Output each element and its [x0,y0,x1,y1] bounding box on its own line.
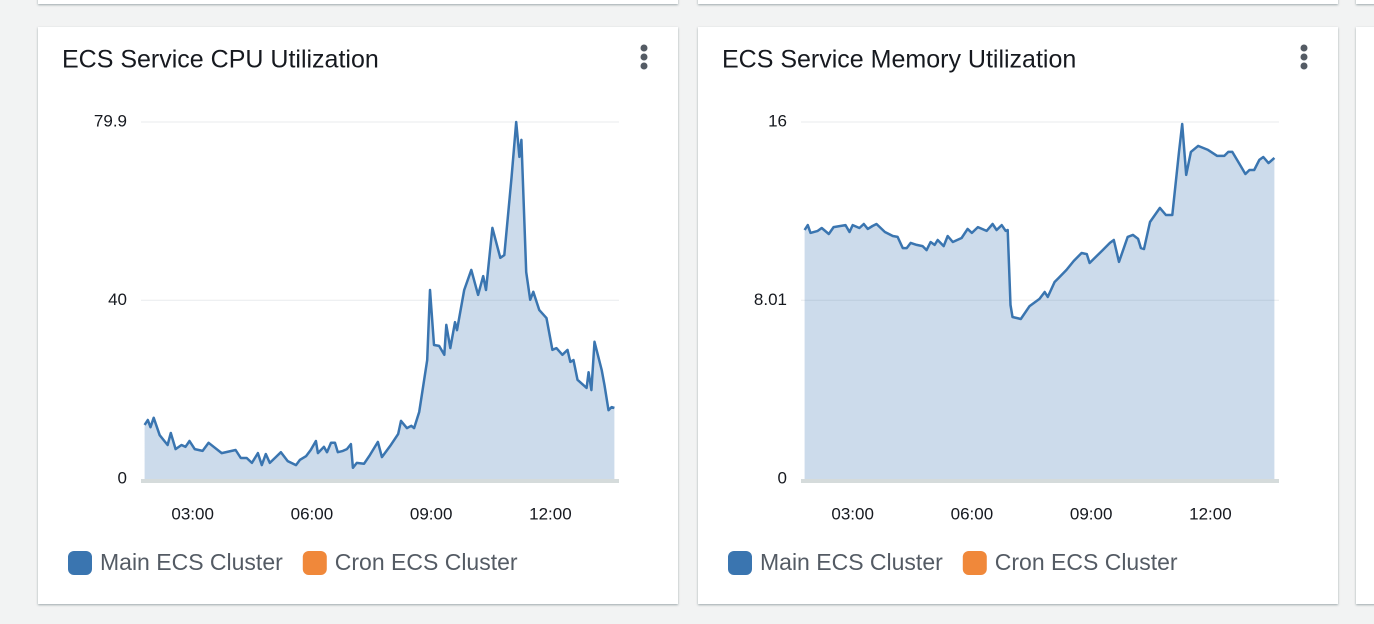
y-tick-label: 0 [118,468,127,487]
widget-title: ECS Service Memory Utilization [722,46,1076,74]
x-tick-label: 03:00 [171,504,214,523]
legend-label: Main ECS Cluster [100,549,283,575]
x-tick-label: 03:00 [831,504,874,523]
legend-item[interactable]: Main ECS Cluster [728,549,943,575]
widget-card [698,27,1338,604]
x-tick-label: 06:00 [291,504,334,523]
x-tick-label: 09:00 [410,504,453,523]
line [803,122,1276,321]
legend-swatch [302,551,327,575]
legend-swatch [68,551,92,575]
legend-label: Cron ECS Cluster [995,549,1178,575]
menu-dot [1300,44,1308,52]
legend-swatch [962,551,987,575]
card-above [698,0,1338,4]
card-above [1356,0,1374,4]
line [143,120,615,470]
y-tick-label: 0 [778,468,787,487]
legend-label: Main ECS Cluster [760,549,943,575]
legend-item[interactable]: Main ECS Cluster [68,549,283,575]
menu-button[interactable] [640,44,648,70]
card-above [38,0,678,4]
y-tick-label: 16 [768,111,787,130]
legend-item[interactable]: Cron ECS Cluster [302,549,518,575]
legend-swatch [728,551,752,575]
menu-dot [640,62,648,70]
x-tick-label: 06:00 [951,504,994,523]
legend-item[interactable]: Cron ECS Cluster [962,549,1178,575]
x-tick-label: 09:00 [1070,504,1113,523]
widget-card [38,27,678,604]
menu-dot [1300,62,1308,70]
menu-dot [640,53,648,61]
y-tick-label: 79.9 [94,111,127,130]
y-tick-label: 40 [108,290,127,309]
y-tick-label: 8.01 [754,290,787,309]
widget-title: ECS Service CPU Utilization [62,46,379,74]
card-right [1356,27,1374,604]
menu-dot [640,44,648,52]
menu-button[interactable] [1300,44,1308,70]
x-tick-label: 12:00 [1189,504,1232,523]
x-tick-label: 12:00 [529,504,572,523]
menu-dot [1300,53,1308,61]
legend-label: Cron ECS Cluster [335,549,518,575]
area [144,122,615,479]
